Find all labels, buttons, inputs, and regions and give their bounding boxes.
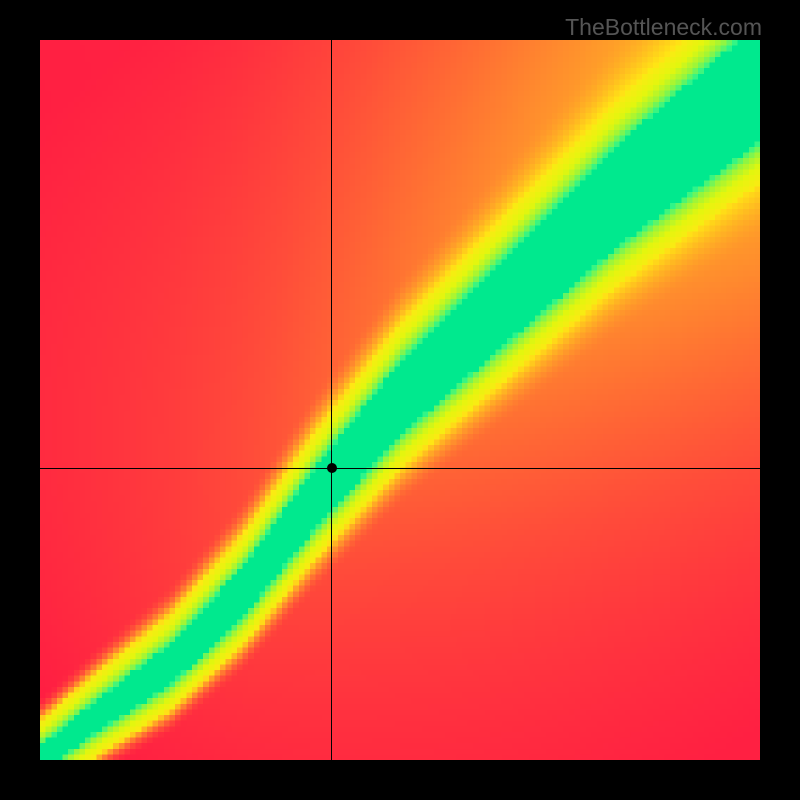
crosshair-horizontal (40, 468, 760, 469)
crosshair-vertical (331, 40, 332, 760)
watermark-text: TheBottleneck.com (565, 14, 762, 41)
chart-container: TheBottleneck.com (0, 0, 800, 800)
data-point-marker (327, 463, 337, 473)
heatmap-canvas (40, 40, 760, 760)
